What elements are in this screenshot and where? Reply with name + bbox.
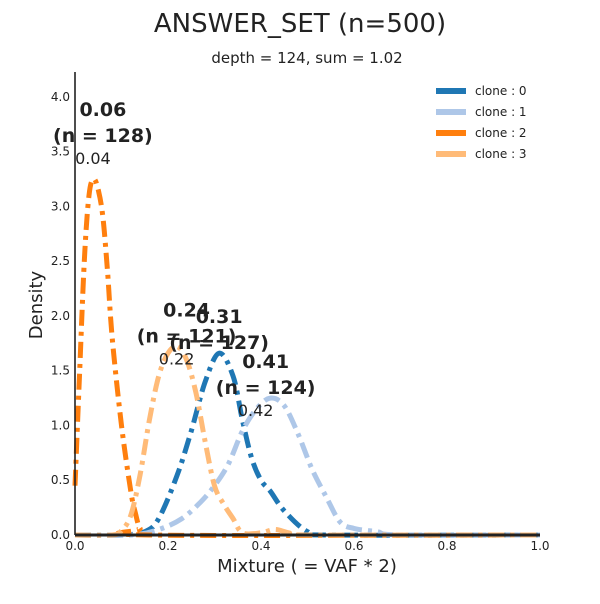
series-line-clone-0 [74, 350, 541, 538]
legend-label: clone : 3 [475, 147, 527, 161]
peak-annotation-count: (n = 124) [216, 377, 316, 399]
axes: 0.0 0.2 0.4 0.6 0.8 1.0 0.0 0.5 1.0 1.5 2.0 2.5 3.0 3… [51, 72, 550, 553]
x-tick-label: 0.4 [251, 539, 270, 553]
y-axis-label: Density [26, 270, 47, 339]
peak-annotation-mean: 0.42 [238, 401, 274, 420]
x-axis-label: Mixture ( = VAF * 2) [217, 556, 397, 577]
peak-annotation-mean: 0.04 [75, 149, 111, 168]
series-line-clone-3 [74, 343, 541, 538]
peak-annotation-value: 0.41 [242, 351, 289, 373]
legend-label: clone : 0 [475, 84, 527, 98]
peak-annotation-mean: 0.22 [159, 350, 195, 369]
x-tick-label: 0.8 [437, 539, 456, 553]
y-tick-label: 0.0 [51, 528, 70, 542]
x-tick-label: 1.0 [530, 539, 549, 553]
y-tick-label: 3.0 [51, 199, 70, 213]
legend: clone : 0 clone : 1 clone : 2 clone : 3 [436, 84, 527, 161]
legend-label: clone : 1 [475, 105, 527, 119]
chart-subtitle: depth = 124, sum = 1.02 [211, 49, 402, 67]
series-line-clone-1 [74, 395, 541, 538]
x-tick-label: 0.6 [344, 539, 363, 553]
peak-annotation-value: 0.06 [79, 99, 126, 121]
x-tick-label: 0.2 [158, 539, 177, 553]
peak-annotation-value: 0.24 [163, 300, 210, 322]
y-tick-label: 4.0 [51, 90, 70, 104]
peak-annotation-count: (n = 128) [53, 125, 153, 147]
peak-annotations: 0.06 (n = 128) 0.04 0.24 (n = 121) 0.22 0.31 (n… [53, 99, 315, 420]
plot-area [72, 176, 541, 538]
y-tick-label: 2.0 [51, 309, 70, 323]
legend-label: clone : 2 [475, 126, 527, 140]
y-tick-label: 2.5 [51, 254, 70, 268]
peak-annotation-value: 0.31 [196, 306, 243, 328]
y-tick-label: 0.5 [51, 473, 70, 487]
y-tick-label: 1.5 [51, 364, 70, 378]
y-tick-label: 1.0 [51, 418, 70, 432]
x-tick-label: 0.0 [65, 539, 84, 553]
series-line-clone-2 [72, 176, 541, 538]
peak-annotation-count: (n = 121) [137, 326, 237, 348]
chart-title: ANSWER_SET (n=500) [154, 9, 446, 39]
y-tick-label: 3.5 [51, 145, 70, 159]
peak-annotation-count: (n = 127) [169, 332, 269, 354]
